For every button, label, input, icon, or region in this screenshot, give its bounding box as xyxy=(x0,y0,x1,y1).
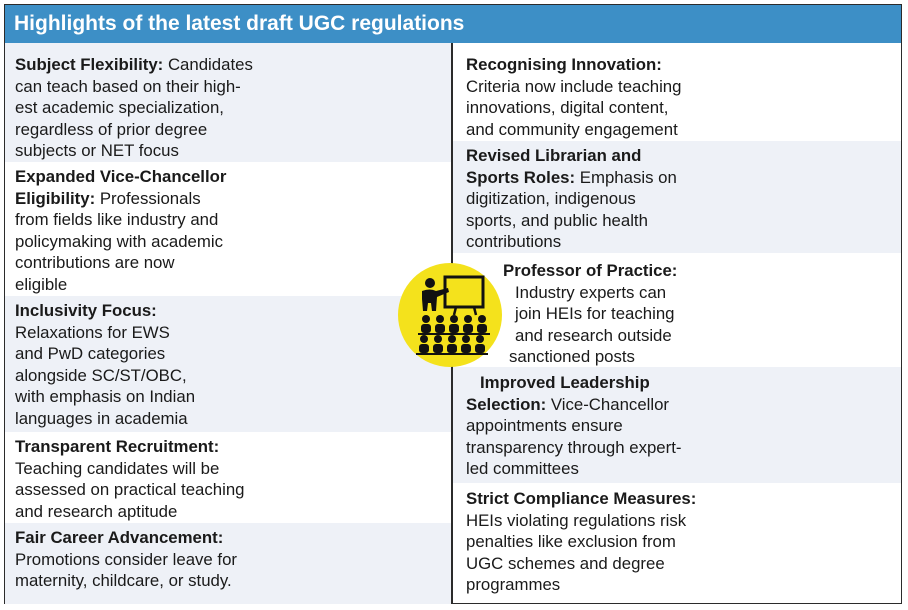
item-title: Inclusivity Focus: xyxy=(15,301,157,320)
item-expanded-vc-eligibility: Expanded Vice-Chancellor Eligibility: Pr… xyxy=(5,162,451,296)
item-title: Selection: xyxy=(466,394,547,414)
item-text: subjects or NET focus xyxy=(15,141,179,161)
item-text: Criteria now include teaching xyxy=(466,76,682,96)
item-text: digitization, indigenous xyxy=(466,189,636,209)
item-text: languages in academia xyxy=(15,408,188,428)
item-text: Relaxations for EWS xyxy=(15,322,170,342)
item-text: assessed on practical teaching xyxy=(15,480,245,500)
infographic-frame: Highlights of the latest draft UGC regul… xyxy=(4,4,902,604)
item-text: and PwD categories xyxy=(15,344,166,364)
item-text: Promotions consider leave for xyxy=(15,549,237,569)
item-text: contributions xyxy=(466,232,562,252)
item-text: Vice-Chancellor xyxy=(550,394,670,414)
item-text: policymaking with academic xyxy=(15,231,223,251)
item-librarian-sports-roles: Revised Librarian and Sports Roles: Emph… xyxy=(453,141,901,253)
item-text: join HEIs for teaching xyxy=(515,304,675,324)
item-title: Eligibility: xyxy=(15,188,96,208)
item-text: and research outside xyxy=(515,325,672,345)
item-text: appointments ensure xyxy=(466,416,623,436)
item-improved-leadership: Improved Leadership Selection: Vice-Chan… xyxy=(453,367,901,483)
item-text: Teaching candidates will be xyxy=(15,458,220,478)
item-text: transparency through expert- xyxy=(466,437,682,457)
item-text: sports, and public health xyxy=(466,210,648,230)
item-title: Revised Librarian and xyxy=(466,146,642,165)
item-text: maternity, childcare, or study. xyxy=(15,571,232,591)
item-title: Strict Compliance Measures: xyxy=(466,489,697,508)
item-title: Professor of Practice: xyxy=(503,261,678,280)
item-text: and research aptitude xyxy=(15,501,178,521)
item-text: alongside SC/ST/OBC, xyxy=(15,365,187,385)
item-transparent-recruitment: Transparent Recruitment: Teaching candid… xyxy=(5,432,451,523)
item-text: and community engagement xyxy=(466,119,678,139)
item-text: UGC schemes and degree xyxy=(466,553,665,573)
item-title: Improved Leadership xyxy=(480,373,650,392)
item-text: Professionals xyxy=(99,188,201,208)
item-fair-career-advancement: Fair Career Advancement: Promotions cons… xyxy=(5,523,451,604)
item-professor-of-practice: Professor of Practice: Industry experts … xyxy=(453,253,901,367)
item-text: innovations, digital content, xyxy=(466,98,669,118)
item-title: Transparent Recruitment: xyxy=(15,437,220,456)
infographic-title: Highlights of the latest draft UGC regul… xyxy=(5,5,901,43)
item-text: from fields like industry and xyxy=(15,210,219,230)
item-text: est academic specialization, xyxy=(15,98,224,118)
item-text: can teach based on their high- xyxy=(15,76,241,96)
item-title: Sports Roles: xyxy=(466,167,576,187)
item-text: sanctioned posts xyxy=(509,347,635,367)
item-text: HEIs violating regulations risk xyxy=(466,510,687,530)
item-text: programmes xyxy=(466,575,561,595)
item-inclusivity-focus: Inclusivity Focus: Relaxations for EWS a… xyxy=(5,296,451,432)
item-title: Expanded Vice-Chancellor xyxy=(15,167,227,186)
item-text: eligible xyxy=(15,274,68,294)
item-recognising-innovation: Recognising Innovation: Criteria now inc… xyxy=(453,43,901,141)
item-text: Industry experts can xyxy=(515,282,667,302)
item-text: led committees xyxy=(466,459,579,479)
item-subject-flexibility: Subject Flexibility: Candidates can teac… xyxy=(5,43,451,162)
item-text: regardless of prior degree xyxy=(15,119,208,139)
classroom-teacher-icon xyxy=(398,263,502,367)
item-title: Subject Flexibility: xyxy=(15,55,164,74)
item-text: contributions are now xyxy=(15,253,175,273)
item-title: Fair Career Advancement: xyxy=(15,528,224,547)
item-text: with emphasis on Indian xyxy=(15,387,196,407)
item-text: penalties like exclusion from xyxy=(466,532,676,552)
item-text: Candidates xyxy=(167,55,253,74)
item-text: Emphasis on xyxy=(579,167,677,187)
item-strict-compliance: Strict Compliance Measures: HEIs violati… xyxy=(453,483,901,604)
item-title: Recognising Innovation: xyxy=(466,55,662,74)
